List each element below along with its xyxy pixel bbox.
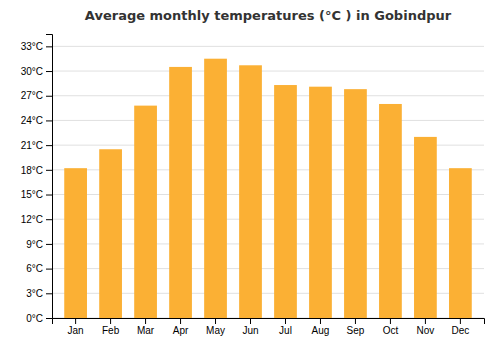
- y-tick: 27°C: [21, 90, 52, 101]
- x-tick-mark: [285, 318, 286, 324]
- y-tick-label: 3°C: [26, 288, 43, 299]
- x-tick-mark: [320, 318, 321, 324]
- bar: [379, 104, 402, 318]
- y-tick-mark: [46, 269, 52, 270]
- x-tick-mark: [75, 318, 76, 324]
- x-tick: Mar: [137, 318, 155, 336]
- y-tick: 12°C: [21, 214, 52, 225]
- y-tick-mark: [46, 219, 52, 220]
- x-tick-label: May: [206, 325, 225, 336]
- bar: [449, 168, 472, 318]
- x-tick-mark: [215, 318, 216, 324]
- y-tick: 24°C: [21, 115, 52, 126]
- y-tick-mark: [46, 120, 52, 121]
- y-tick: 15°C: [21, 189, 52, 200]
- x-tick: Apr: [173, 318, 189, 336]
- y-tick-label: 27°C: [21, 90, 43, 101]
- grid-line: [52, 120, 484, 121]
- y-tick: 0°C: [26, 313, 52, 324]
- y-tick-label: 24°C: [21, 115, 43, 126]
- y-tick: 21°C: [21, 140, 52, 151]
- x-tick-label: Mar: [137, 325, 155, 336]
- x-tick-mark: [425, 318, 426, 324]
- bar: [344, 89, 367, 318]
- x-tick: Dec: [451, 318, 469, 336]
- title: Average monthly temperatures (°C ) in Go…: [85, 8, 452, 23]
- x-axis: Jan Feb Mar Apr May Jun Jul Aug Sep Oct Nov Dec: [53, 318, 485, 336]
- x-tick-label: Aug: [312, 325, 330, 336]
- x-tick: Jun: [242, 318, 258, 336]
- y-tick-label: 9°C: [26, 239, 43, 250]
- y-tick-label: 30°C: [21, 66, 43, 77]
- y-tick-label: 33°C: [21, 41, 43, 52]
- y-tick-mark: [46, 244, 52, 245]
- grid: [52, 46, 484, 318]
- x-tick: Sep: [347, 318, 365, 336]
- grid-line: [52, 95, 484, 96]
- bar: [239, 65, 262, 318]
- bar: [414, 137, 437, 318]
- y-tick-label: 12°C: [21, 214, 43, 225]
- y-tick-mark: [46, 145, 52, 146]
- bar: [309, 87, 332, 318]
- x-axis-line: [53, 319, 485, 325]
- y-tick: 33°C: [21, 41, 52, 52]
- x-tick-mark: [390, 318, 391, 324]
- bar: [169, 67, 192, 318]
- x-tick-label: Apr: [173, 325, 189, 336]
- y-tick: 9°C: [26, 239, 52, 250]
- x-tick: Jul: [279, 318, 292, 336]
- x-tick-mark: [180, 318, 181, 324]
- y-axis: 0°C 3°C 6°C 9°C 12°C 15°C 18°C 21°C 24°C 27°C 30°C…: [21, 35, 53, 324]
- x-tick: May: [206, 318, 225, 336]
- y-tick-mark: [46, 318, 52, 319]
- y-tick: 30°C: [21, 66, 52, 77]
- y-tick-mark: [46, 170, 52, 171]
- x-tick: Feb: [102, 318, 120, 336]
- x-tick-label: Dec: [451, 325, 469, 336]
- y-tick-label: 0°C: [26, 313, 43, 324]
- y-tick-label: 18°C: [21, 165, 43, 176]
- x-tick-label: Jan: [68, 325, 84, 336]
- y-tick-mark: [46, 293, 52, 294]
- y-tick-mark: [46, 46, 52, 47]
- x-tick: Aug: [312, 318, 330, 336]
- y-tick-label: 6°C: [26, 263, 43, 274]
- x-tick-mark: [250, 318, 251, 324]
- x-tick-label: Jun: [242, 325, 258, 336]
- grid-line: [52, 46, 484, 47]
- y-tick: 3°C: [26, 288, 52, 299]
- x-tick-label: Jul: [279, 325, 292, 336]
- bars: [64, 59, 472, 318]
- y-tick: 18°C: [21, 165, 52, 176]
- y-tick-mark: [46, 96, 52, 97]
- bar: [99, 149, 122, 318]
- grid-line: [52, 71, 484, 72]
- y-tick-label: 15°C: [21, 189, 43, 200]
- x-tick-mark: [110, 318, 111, 324]
- chart: 0°C 3°C 6°C 9°C 12°C 15°C 18°C 21°C 24°C 27°C 30°C…: [0, 0, 500, 350]
- bar: [64, 168, 87, 318]
- plot: 0°C 3°C 6°C 9°C 12°C 15°C 18°C 21°C 24°C 27°C 30°C…: [21, 35, 485, 337]
- x-tick-label: Feb: [102, 325, 120, 336]
- bar: [274, 85, 297, 318]
- x-tick: Nov: [417, 318, 435, 336]
- x-tick-label: Oct: [383, 325, 399, 336]
- y-axis-line: [46, 35, 53, 319]
- bar: [134, 106, 157, 318]
- y-tick-mark: [46, 71, 52, 72]
- x-tick-mark: [145, 318, 146, 324]
- x-tick-label: Sep: [347, 325, 365, 336]
- y-tick-label: 21°C: [21, 140, 43, 151]
- x-tick-mark: [460, 318, 461, 324]
- x-tick-label: Nov: [417, 325, 435, 336]
- y-tick: 6°C: [26, 263, 52, 274]
- x-tick: Oct: [383, 318, 399, 336]
- x-tick-mark: [355, 318, 356, 324]
- y-tick-mark: [46, 195, 52, 196]
- bar: [204, 59, 227, 318]
- x-tick: Jan: [68, 318, 84, 336]
